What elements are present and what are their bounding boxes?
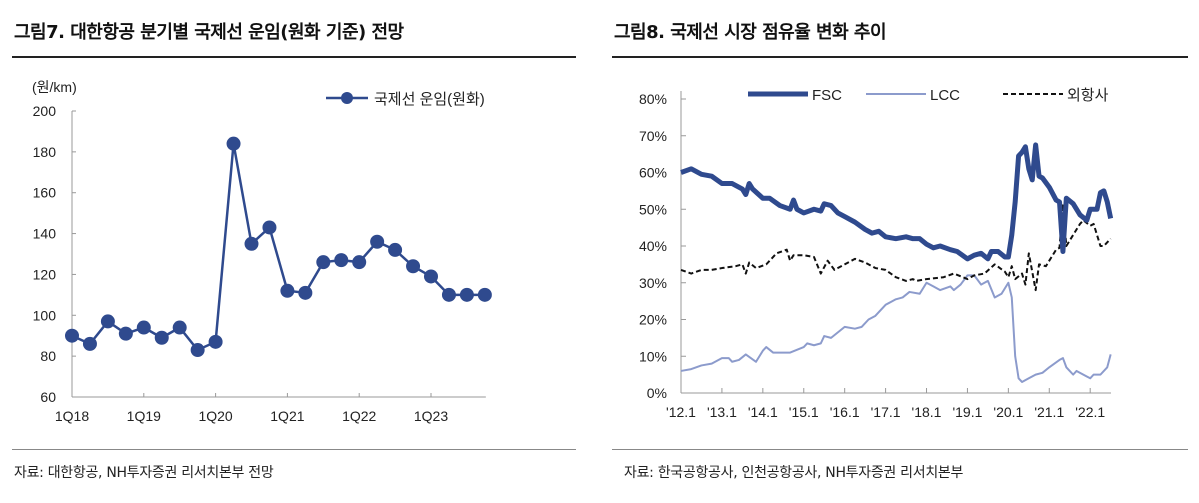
x-tick-label: '12.1 xyxy=(666,404,696,420)
y-tick-label: 140 xyxy=(33,226,57,242)
y-tick-label: 30% xyxy=(639,275,667,291)
data-point xyxy=(459,287,474,302)
data-point xyxy=(226,136,241,151)
x-tick-label: '18.1 xyxy=(912,404,942,420)
right-chart-title: 그림8. 국제선 시장 점유율 변화 추이 xyxy=(614,22,887,43)
y-tick-label: 60 xyxy=(40,389,56,405)
data-point xyxy=(316,255,331,270)
x-tick-label: 1Q23 xyxy=(414,408,448,424)
right-title-rule xyxy=(612,56,1188,58)
data-point xyxy=(154,330,169,345)
data-point xyxy=(65,328,79,343)
series-line-외항사 xyxy=(680,202,1112,292)
data-point xyxy=(190,343,205,358)
x-tick-label: '16.1 xyxy=(830,404,860,420)
left-source: 자료: 대한항공, NH투자증권 리서치본부 전망 xyxy=(14,465,274,481)
x-tick-label: '15.1 xyxy=(789,404,819,420)
data-point xyxy=(244,236,259,251)
legend-marker xyxy=(341,92,353,104)
data-point xyxy=(352,255,367,270)
x-tick-label: 1Q18 xyxy=(55,408,89,424)
y-tick-label: 40% xyxy=(639,238,667,254)
y-tick-label: 60% xyxy=(639,165,667,181)
data-point xyxy=(280,283,295,298)
data-point xyxy=(334,253,349,268)
x-tick-label: '14.1 xyxy=(748,404,778,420)
y-tick-label: 50% xyxy=(639,201,667,217)
legend-label: 외항사 xyxy=(1067,87,1109,104)
right-source: 자료: 한국공항공사, 인천공항공사, NH투자증권 리서치본부 xyxy=(624,465,964,481)
data-point xyxy=(100,314,115,329)
left-source-rule xyxy=(12,449,576,450)
y-tick-label: 160 xyxy=(33,185,57,201)
x-tick-label: 1Q21 xyxy=(270,408,304,424)
x-tick-label: '17.1 xyxy=(871,404,901,420)
y-tick-label: 120 xyxy=(33,266,57,282)
x-tick-label: '13.1 xyxy=(707,404,737,420)
legend-label: FSC xyxy=(812,87,842,104)
data-point xyxy=(370,234,385,249)
series-line-fsc xyxy=(680,142,1114,262)
data-point xyxy=(136,320,151,335)
data-point xyxy=(118,326,133,341)
legend-label: LCC xyxy=(930,87,960,104)
data-point xyxy=(208,334,223,349)
x-tick-label: '22.1 xyxy=(1075,404,1105,420)
left-title-rule xyxy=(12,56,576,58)
data-point xyxy=(172,320,187,335)
legend-label: 국제선 운임(원화) xyxy=(374,91,485,108)
right-source-rule xyxy=(612,449,1188,450)
y-tick-label: 80% xyxy=(639,91,667,107)
x-tick-label: 1Q19 xyxy=(127,408,161,424)
data-point xyxy=(82,336,97,351)
y-tick-label: 10% xyxy=(639,348,667,364)
x-tick-label: 1Q20 xyxy=(198,408,232,424)
y-tick-label: 200 xyxy=(33,103,57,119)
y-tick-label: 70% xyxy=(639,128,667,144)
data-point xyxy=(477,287,492,302)
data-point xyxy=(406,259,421,274)
data-point xyxy=(441,287,456,302)
y-tick-label: 80 xyxy=(40,348,56,364)
data-point xyxy=(262,220,277,235)
data-point xyxy=(424,269,438,284)
x-tick-label: '19.1 xyxy=(952,404,982,420)
y-tick-label: 0% xyxy=(647,385,667,401)
x-tick-label: 1Q22 xyxy=(342,408,376,424)
data-point xyxy=(298,285,313,300)
x-tick-label: '20.1 xyxy=(993,404,1023,420)
series-line-lcc xyxy=(680,274,1112,383)
data-point xyxy=(388,242,403,257)
left-chart-title: 그림7. 대한항공 분기별 국제선 운임(원화 기준) 전망 xyxy=(14,22,404,43)
y-tick-label: 100 xyxy=(33,307,57,323)
y-unit-label: (원/km) xyxy=(32,79,77,95)
y-tick-label: 180 xyxy=(33,144,57,160)
y-tick-label: 20% xyxy=(639,312,667,328)
x-tick-label: '21.1 xyxy=(1034,404,1064,420)
